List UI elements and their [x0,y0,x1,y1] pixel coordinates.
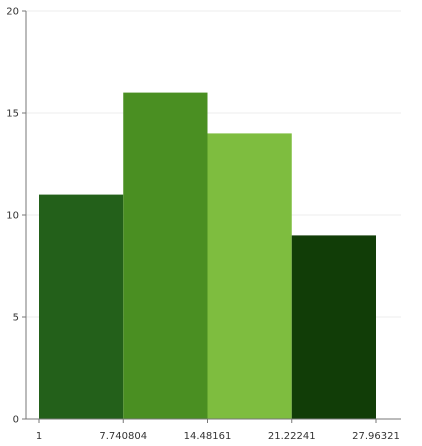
y-tick-label: 20 [6,7,19,18]
bars [39,92,376,419]
y-tick-label: 10 [6,211,19,222]
x-tick-label: 14.48161 [184,431,232,442]
x-axis-ticks: 1 7.740804 14.48161 21.22241 27.96321 [36,419,400,442]
histogram-bar [291,235,376,419]
histogram-bar [207,133,292,419]
x-tick-label: 27.96321 [352,431,400,442]
histogram-bar [39,194,124,419]
y-tick-label: 0 [13,415,19,426]
x-tick-label: 21.22241 [268,431,316,442]
x-tick-label: 1 [36,431,42,442]
y-tick-label: 5 [13,313,19,324]
x-tick-label: 7.740804 [99,431,147,442]
y-axis-ticks: 0 5 10 15 20 [6,7,26,426]
y-tick-label: 15 [6,109,19,120]
histogram-bar [123,92,208,419]
